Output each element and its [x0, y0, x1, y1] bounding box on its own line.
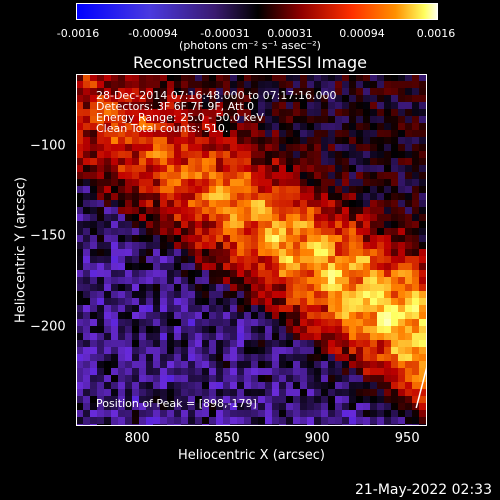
x-tick-label: 950: [394, 431, 420, 446]
colorbar: [76, 3, 438, 20]
clean-counts-text: Clean Total counts: 510.: [96, 122, 229, 135]
chart-title: Reconstructed RHESSI Image: [133, 53, 367, 72]
x-tick-label: 900: [304, 431, 330, 446]
heatmap-image: [76, 74, 427, 426]
heatmap-cells: [76, 74, 427, 426]
colorbar-tick-label: 0.00094: [339, 27, 385, 40]
solar-limb-line: [415, 366, 427, 409]
colorbar-fill: [77, 4, 437, 19]
colorbar-tick-label: -0.00031: [200, 27, 250, 40]
x-tick-label: 800: [124, 431, 150, 446]
colorbar-tick-label: 0.0016: [416, 27, 456, 40]
colorbar-tick-label: 0.00031: [267, 27, 313, 40]
x-tick-label: 850: [214, 431, 240, 446]
x-axis-label: Heliocentric X (arcsec): [178, 448, 325, 463]
detectors-text: Detectors: 3F 6F 7F 9F, Att 0: [96, 100, 255, 113]
y-tick-label: −100: [30, 138, 66, 154]
plot-frame: [76, 74, 427, 426]
colorbar-units: (photons cm⁻² s⁻¹ asec⁻²): [179, 39, 321, 52]
time-range-text: 28-Dec-2014 07:16:48.000 to 07:17:16.000: [96, 89, 337, 102]
colorbar-tick-label: -0.0016: [56, 27, 100, 40]
y-axis-label: Heliocentric Y (arcsec): [13, 177, 29, 323]
y-tick-label: −200: [30, 319, 66, 335]
peak-position-text: Position of Peak = [898,-179]: [96, 397, 257, 410]
y-tick-label: −150: [30, 228, 66, 244]
energy-range-text: Energy Range: 25.0 - 50.0 keV: [96, 111, 264, 124]
render-timestamp: 21-May-2022 02:33: [354, 482, 492, 498]
colorbar-tick-label: -0.00094: [128, 27, 178, 40]
